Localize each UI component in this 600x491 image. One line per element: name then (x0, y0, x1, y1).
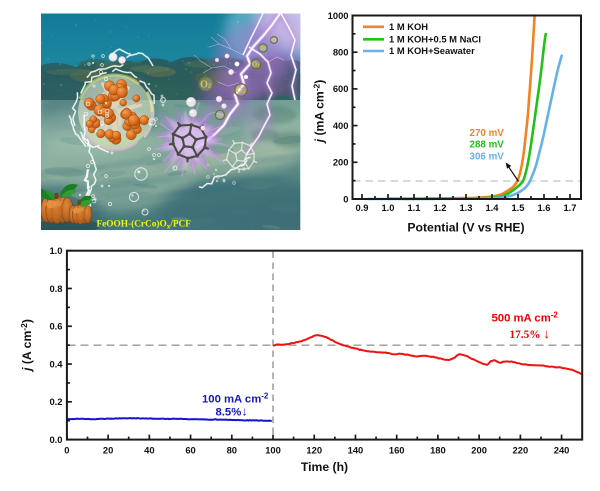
svg-text:0.9: 0.9 (355, 202, 368, 213)
svg-text:Time (h): Time (h) (301, 460, 348, 474)
svg-text:60: 60 (185, 445, 195, 456)
svg-text:500 mA cm-2: 500 mA cm-2 (492, 311, 559, 325)
svg-text:800: 800 (333, 47, 349, 58)
svg-text:0: 0 (64, 445, 69, 456)
svg-text:20: 20 (103, 445, 113, 456)
svg-text:306 mV: 306 mV (470, 152, 505, 163)
svg-text:0.0: 0.0 (49, 434, 62, 445)
svg-text:0.8: 0.8 (49, 283, 62, 294)
svg-text:j (mA cm-2): j (mA cm-2) (312, 80, 327, 145)
svg-text:200: 200 (471, 445, 487, 456)
svg-text:0: 0 (343, 193, 348, 204)
svg-text:1000: 1000 (328, 10, 349, 21)
svg-text:100: 100 (265, 445, 281, 456)
svg-text:1.3: 1.3 (459, 202, 472, 213)
svg-text:270 mV: 270 mV (470, 128, 505, 139)
svg-text:220: 220 (513, 445, 529, 456)
svg-text:0.6: 0.6 (49, 321, 62, 332)
svg-text:1.6: 1.6 (537, 202, 550, 213)
svg-text:1.5: 1.5 (511, 202, 524, 213)
svg-text:180: 180 (430, 445, 446, 456)
svg-text:O2: O2 (252, 60, 259, 68)
svg-text:160: 160 (389, 445, 405, 456)
svg-text:140: 140 (348, 445, 364, 456)
svg-text:Potential (V vs RHE): Potential (V vs RHE) (407, 221, 524, 235)
svg-text:0.2: 0.2 (49, 396, 62, 407)
svg-text:1 M KOH+0.5 M NaCl: 1 M KOH+0.5 M NaCl (389, 34, 481, 45)
svg-text:8.5%↓: 8.5%↓ (216, 405, 248, 419)
svg-text:1.4: 1.4 (485, 202, 499, 213)
svg-text:1.0: 1.0 (49, 245, 62, 256)
svg-text:1.2: 1.2 (433, 202, 446, 213)
svg-text:120: 120 (306, 445, 322, 456)
svg-text:240: 240 (554, 445, 570, 456)
svg-text:FeOOH-(CrCo)Ox/PCF: FeOOH-(CrCo)Ox/PCF (97, 219, 192, 231)
svg-text:1.1: 1.1 (407, 202, 420, 213)
svg-text:17.5% ↓: 17.5% ↓ (510, 326, 550, 341)
svg-text:400: 400 (333, 120, 349, 131)
svg-text:j (A cm-2): j (A cm-2) (19, 319, 34, 373)
svg-text:0.4: 0.4 (49, 358, 63, 369)
svg-text:40: 40 (144, 445, 154, 456)
svg-text:600: 600 (333, 83, 349, 94)
svg-text:200: 200 (333, 157, 349, 168)
svg-text:1.7: 1.7 (563, 202, 576, 213)
svg-text:80: 80 (227, 445, 237, 456)
svg-text:288 mV: 288 mV (470, 140, 505, 151)
svg-text:100 mA cm-2: 100 mA cm-2 (202, 392, 269, 406)
svg-text:1 M KOH: 1 M KOH (389, 21, 428, 32)
svg-text:1 M KOH+Seawater: 1 M KOH+Seawater (389, 45, 475, 56)
svg-text:1.0: 1.0 (381, 202, 394, 213)
